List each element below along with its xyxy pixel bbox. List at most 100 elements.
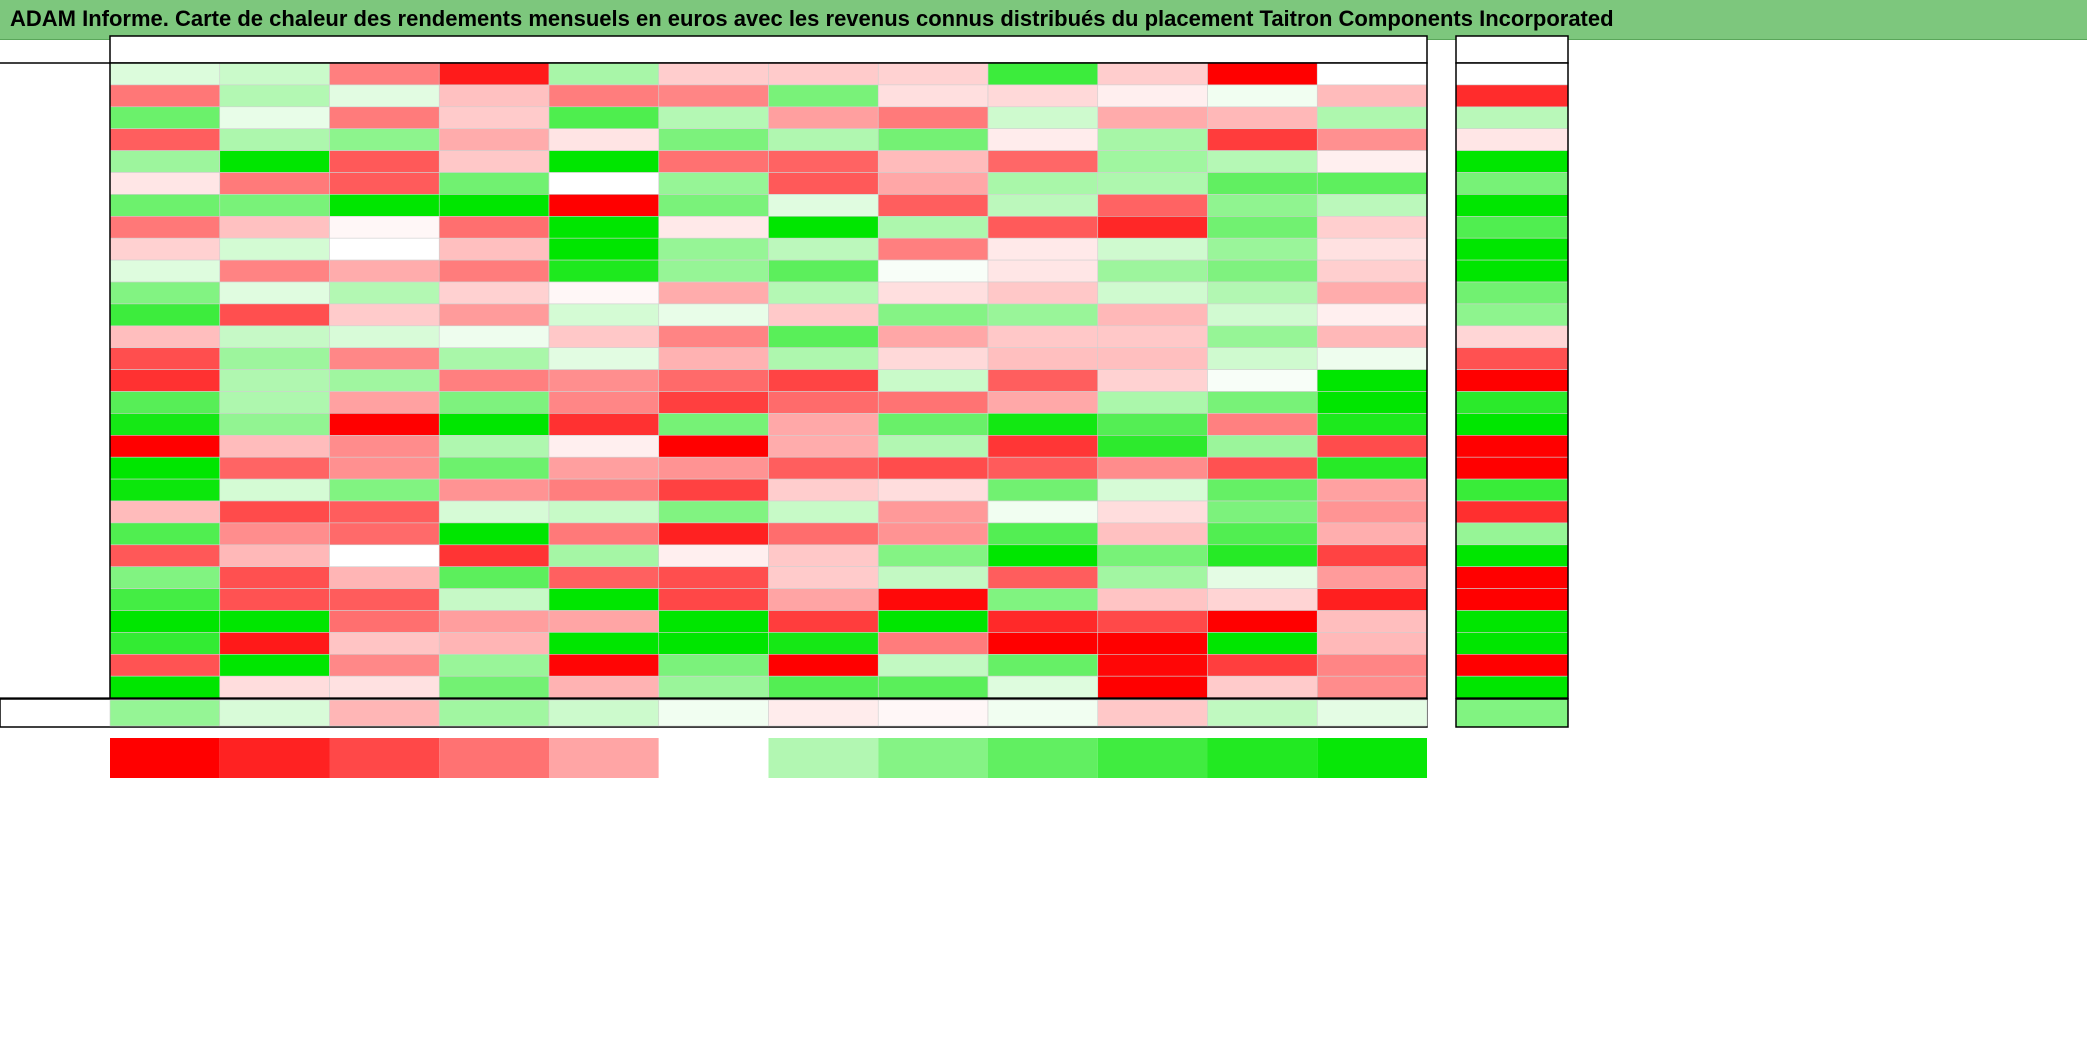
heatmap-cell [877, 434, 989, 458]
heatmap-cell [109, 106, 221, 130]
heatmap-cell [877, 610, 989, 633]
heatmap-cell [438, 150, 550, 173]
heatmap-cell [219, 478, 330, 502]
heatmap-cell [1097, 653, 1208, 677]
heatmap-cell [438, 216, 550, 239]
heatmap-cell [329, 259, 440, 283]
heatmap-cell [658, 216, 769, 239]
heatmap-cell [109, 478, 221, 502]
color-scale-swatch [219, 738, 330, 778]
heatmap-cell [438, 106, 550, 130]
heatmap-cell [768, 588, 879, 611]
heatmap-cell [658, 391, 769, 414]
heatmap-cell [219, 237, 330, 261]
heatmap-cell [1207, 150, 1318, 173]
heatmap-cell [548, 522, 660, 546]
heatmap-cell [877, 675, 989, 699]
heatmap-cell [987, 478, 1099, 502]
heatmap-cell [548, 259, 660, 283]
heatmap-cell [987, 544, 1099, 567]
heatmap-cell [548, 610, 660, 633]
color-scale-swatch [549, 738, 659, 778]
average-cell [1207, 699, 1318, 727]
heatmap-cell [877, 325, 989, 348]
heatmap-cell [438, 675, 550, 699]
heatmap-cell [768, 391, 879, 414]
heatmap-cell [438, 347, 550, 370]
heatmap-cell [658, 62, 769, 86]
heatmap-cell [768, 632, 879, 655]
heatmap-cell [768, 675, 879, 699]
heatmap-cell [1097, 434, 1208, 458]
heatmap-cell [1207, 172, 1318, 195]
average-cell [219, 699, 330, 727]
heatmap-cell [548, 434, 660, 458]
heatmap-cell [438, 259, 550, 283]
heatmap-cell [1207, 500, 1318, 524]
heatmap-cell [438, 369, 550, 392]
heatmap-cell [1316, 84, 1428, 108]
annual-cell [1455, 566, 1569, 589]
heatmap-cell [1097, 500, 1208, 524]
color-scale-swatch [878, 738, 988, 778]
heatmap-cell [1207, 413, 1318, 436]
heatmap-cell [1316, 281, 1428, 305]
heatmap-cell [548, 500, 660, 524]
heatmap-cell [1097, 62, 1208, 86]
heatmap-cell [548, 632, 660, 655]
average-cell [548, 699, 660, 727]
heatmap-cell [219, 588, 330, 611]
annual-cell [1455, 675, 1569, 699]
heatmap-cell [1207, 325, 1318, 348]
heatmap-cell [329, 675, 440, 699]
heatmap-cell [1316, 456, 1428, 480]
heatmap-cell [548, 150, 660, 173]
heatmap-cell [1207, 84, 1318, 108]
heatmap-cell [987, 500, 1099, 524]
heatmap-cell [877, 281, 989, 305]
color-scale-swatch [768, 738, 879, 778]
heatmap-cell [987, 303, 1099, 327]
heatmap-cell [1097, 632, 1208, 655]
heatmap-cell [1207, 522, 1318, 546]
heatmap-cell [1316, 128, 1428, 151]
heatmap-cell [438, 128, 550, 151]
heatmap-cell [438, 522, 550, 546]
heatmap-cell [329, 566, 440, 589]
heatmap-cell [329, 632, 440, 655]
heatmap-cell [1097, 259, 1208, 283]
heatmap-cell [1097, 456, 1208, 480]
heatmap-cell [109, 610, 221, 633]
heatmap-cell [1097, 325, 1208, 348]
heatmap-cell [219, 391, 330, 414]
heatmap-cell [329, 325, 440, 348]
heatmap-cell [658, 413, 769, 436]
heatmap-cell [768, 544, 879, 567]
annual-cell [1455, 150, 1569, 173]
heatmap-cell [877, 150, 989, 173]
page-title: ADAM Informe. Carte de chaleur des rende… [10, 6, 1614, 31]
heatmap-cell [1207, 391, 1318, 414]
heatmap-cell [219, 456, 330, 480]
heatmap-cell [109, 522, 221, 546]
heatmap-cell [658, 369, 769, 392]
heatmap-cell [987, 325, 1099, 348]
annual-cell [1455, 62, 1569, 86]
average-cell [1316, 699, 1428, 727]
heatmap-cell [768, 303, 879, 327]
annual-cell [1455, 281, 1569, 305]
average-cell [438, 699, 550, 727]
annual-cell [1455, 106, 1569, 130]
heatmap-cell [1316, 434, 1428, 458]
heatmap-cell [329, 281, 440, 305]
heatmap-cell [548, 84, 660, 108]
heatmap-cell [658, 259, 769, 283]
average-cell [658, 699, 769, 727]
heatmap-cell [658, 84, 769, 108]
heatmap-cell [219, 128, 330, 151]
heatmap-cell [768, 500, 879, 524]
heatmap-cell [1097, 303, 1208, 327]
heatmap-cell [548, 544, 660, 567]
average-cell [109, 699, 221, 727]
heatmap-cell [219, 62, 330, 86]
